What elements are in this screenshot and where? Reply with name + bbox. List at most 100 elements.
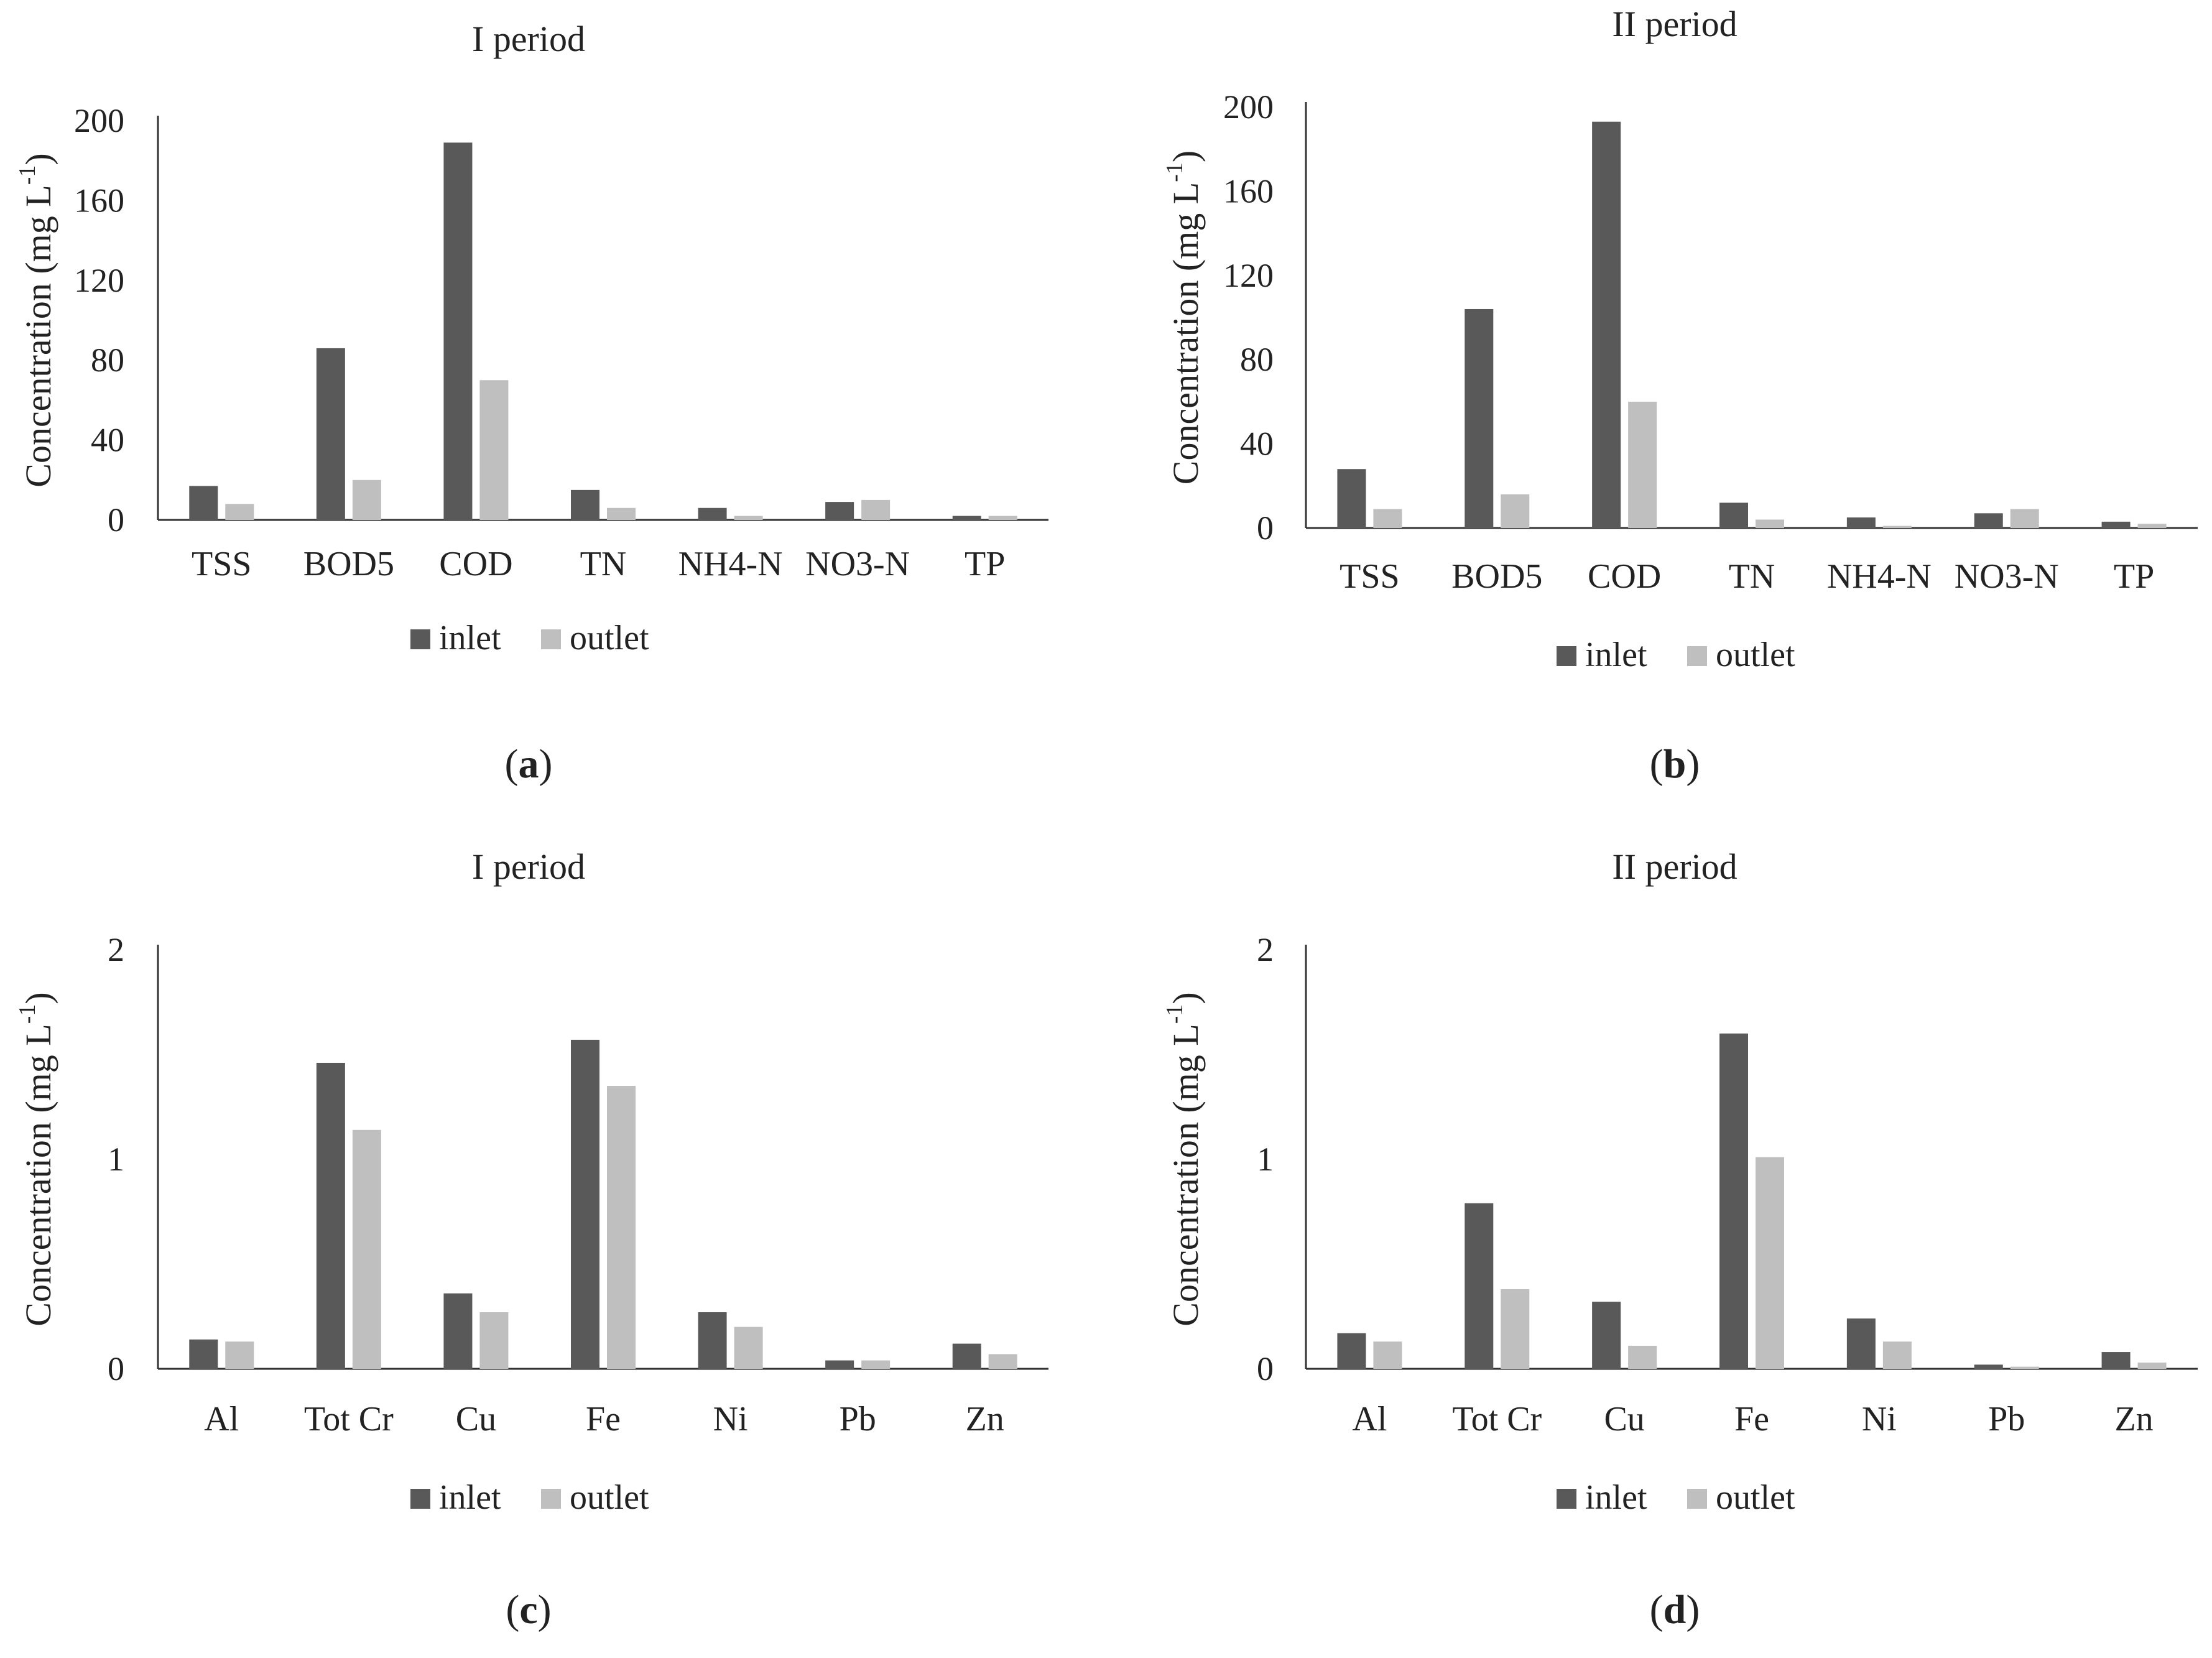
panel-label: (a) xyxy=(505,741,553,787)
panel-label-close: ) xyxy=(539,741,553,787)
y-tick-label: 120 xyxy=(1223,257,1274,294)
bar-inlet-tot-cr xyxy=(316,1062,345,1369)
bar-outlet-fe xyxy=(1756,1157,1784,1369)
y-axis-label-close: ) xyxy=(1165,992,1206,1004)
legend-label-outlet: outlet xyxy=(570,1478,649,1517)
y-tick-label: 200 xyxy=(1223,88,1274,126)
bar-outlet-zn xyxy=(2137,1362,2167,1369)
legend: inlet outlet xyxy=(1557,636,1795,674)
category-label: BOD5 xyxy=(1451,557,1542,596)
bar-outlet-tot-cr xyxy=(352,1129,381,1369)
category-label: Tot Cr xyxy=(304,1400,394,1438)
category-label: TP xyxy=(2114,557,2154,596)
category-label: Fe xyxy=(586,1400,621,1438)
y-axis-label-text: Concentration (mg L xyxy=(18,1024,58,1326)
legend-swatch-inlet xyxy=(410,1489,430,1509)
chart-panel-c: I period 0 1 2 Concentration (mg L-1) Al Tot C… xyxy=(14,846,1048,1633)
bar-inlet-al xyxy=(1337,1333,1366,1369)
bar-outlet-no3-n xyxy=(2010,509,2039,528)
bar-inlet-no3-n xyxy=(825,502,854,520)
legend-label-inlet: inlet xyxy=(1585,1478,1647,1517)
legend-swatch-inlet xyxy=(410,629,430,649)
legend-swatch-inlet xyxy=(1557,1489,1576,1509)
y-tick-label: 2 xyxy=(108,931,124,968)
bar-outlet-cod xyxy=(479,380,509,520)
bar-inlet-fe xyxy=(1719,1033,1748,1369)
y-axis-label-text: Concentration (mg L xyxy=(1165,182,1206,484)
chart-panel-a: I period 0 40 80 120 160 200 Concentration (mg … xyxy=(14,19,1048,787)
legend-label-inlet: inlet xyxy=(439,1478,501,1517)
bar-outlet-al xyxy=(1373,1341,1402,1369)
bar-inlet-cu xyxy=(1592,1302,1621,1369)
panel-label-open: ( xyxy=(506,1587,519,1633)
bar-outlet-pb xyxy=(2010,1366,2039,1369)
legend-label-inlet: inlet xyxy=(439,619,501,657)
bar-inlet-zn xyxy=(2101,1352,2131,1369)
bar-outlet-pb xyxy=(861,1360,891,1369)
panel-label-open: ( xyxy=(505,741,519,787)
category-label: NO3-N xyxy=(1955,557,2059,596)
bar-outlet-tp xyxy=(2137,524,2167,528)
bar-inlet-pb xyxy=(825,1360,854,1369)
panel-label-open: ( xyxy=(1650,741,1664,787)
chart-panel-d: II period 0 1 2 Concentration (mg L-1) Al Tot … xyxy=(1162,846,2198,1633)
bar-inlet-cod xyxy=(443,142,473,520)
bar-outlet-nh4-n xyxy=(1882,526,1912,528)
category-label: Fe xyxy=(1734,1400,1769,1438)
bar-inlet-tn xyxy=(571,489,599,520)
category-label: COD xyxy=(1588,557,1661,596)
bar-outlet-tn xyxy=(1756,519,1784,528)
bar-inlet-ni xyxy=(698,1312,727,1369)
y-tick-label: 160 xyxy=(74,182,124,219)
bar-outlet-cu xyxy=(479,1312,509,1369)
bar-outlet-nh4-n xyxy=(734,516,763,520)
category-label: Cu xyxy=(1604,1400,1644,1438)
panel-label-letter: c xyxy=(519,1587,537,1633)
y-tick-label: 80 xyxy=(91,341,124,379)
y-tick-label: 40 xyxy=(1240,425,1274,463)
category-label: TN xyxy=(580,545,627,583)
bar-inlet-tp xyxy=(2101,521,2131,528)
bar-inlet-tn xyxy=(1719,502,1748,528)
category-label: TP xyxy=(965,545,1005,583)
y-axis-label-superscript: -1 xyxy=(1162,1004,1188,1024)
y-axis-label-close: ) xyxy=(18,153,58,165)
panel-label-close: ) xyxy=(1686,741,1700,787)
bar-inlet-nh4-n xyxy=(1846,517,1876,528)
y-tick-label: 120 xyxy=(74,262,124,299)
category-label: TSS xyxy=(1340,557,1400,596)
chart-title: I period xyxy=(472,19,585,59)
legend: inlet outlet xyxy=(1557,1478,1795,1517)
bar-inlet-ni xyxy=(1846,1318,1876,1369)
bar-outlet-bod5 xyxy=(352,479,381,520)
bar-inlet-zn xyxy=(952,1343,981,1369)
y-axis-label-superscript: -1 xyxy=(14,165,40,185)
y-axis-label-superscript: -1 xyxy=(14,1004,40,1024)
bar-outlet-zn xyxy=(988,1354,1017,1369)
bar-outlet-cod xyxy=(1628,401,1657,528)
category-label: Ni xyxy=(713,1400,748,1438)
category-label: Pb xyxy=(840,1400,876,1438)
bar-inlet-tot-cr xyxy=(1465,1203,1494,1369)
y-axis-label-close: ) xyxy=(1165,151,1206,162)
panel-label-close: ) xyxy=(538,1587,552,1633)
y-axis-label-close: ) xyxy=(18,992,58,1004)
bar-inlet-nh4-n xyxy=(698,507,727,520)
category-label: Zn xyxy=(966,1400,1004,1438)
legend-label-outlet: outlet xyxy=(570,619,649,657)
panel-label-letter: d xyxy=(1664,1587,1687,1633)
y-tick-label: 160 xyxy=(1223,172,1274,210)
y-axis-label: Concentration (mg L-1) xyxy=(1162,992,1206,1326)
bar-outlet-tn xyxy=(607,507,636,520)
legend-swatch-outlet xyxy=(1687,646,1707,666)
y-axis-label: Concentration (mg L-1) xyxy=(14,992,59,1326)
bar-outlet-al xyxy=(225,1341,254,1369)
category-label: Zn xyxy=(2114,1400,2153,1438)
y-tick-label: 0 xyxy=(1257,509,1274,547)
chart-title: I period xyxy=(472,846,585,887)
y-tick-label: 1 xyxy=(1257,1141,1274,1178)
category-label: BOD5 xyxy=(303,545,394,583)
legend-swatch-inlet xyxy=(1557,646,1576,666)
